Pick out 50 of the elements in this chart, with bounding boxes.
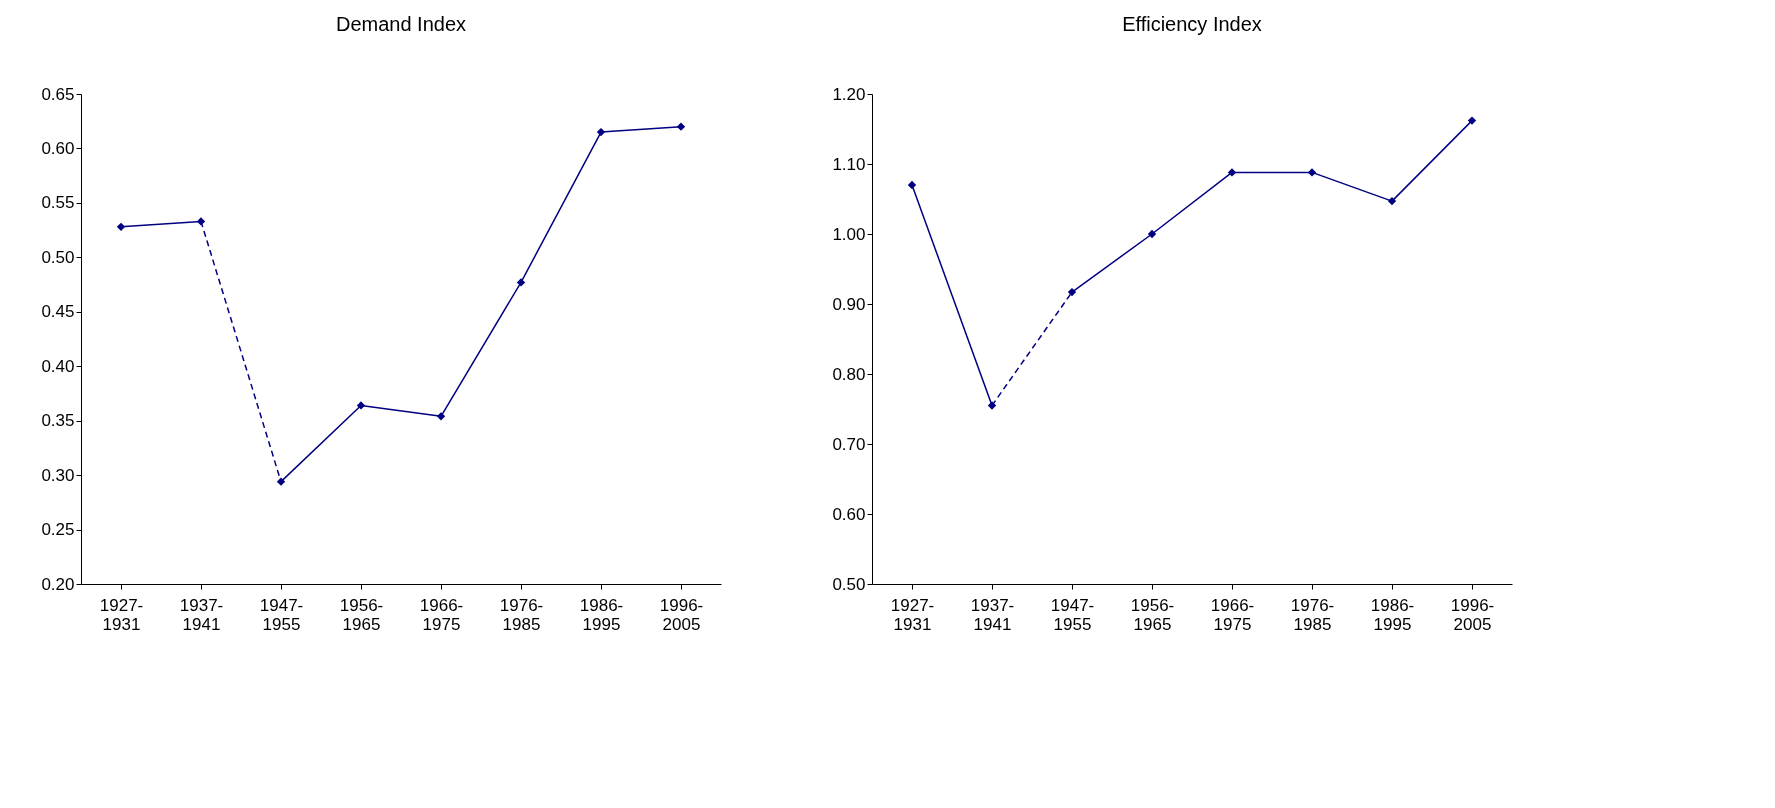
y-tick-label: 0.25 bbox=[41, 520, 75, 540]
x-tick-label: 1996- 2005 bbox=[659, 595, 704, 634]
x-tick-label: 1976- 1985 bbox=[1290, 595, 1335, 634]
point bbox=[1387, 196, 1397, 206]
y-tick-label: 0.30 bbox=[41, 465, 75, 485]
x-tick-label: 1927- 1931 bbox=[890, 595, 935, 634]
x-tick-label: 1966- 1975 bbox=[419, 595, 464, 634]
x-tick-label: 1956- 1965 bbox=[1130, 595, 1175, 634]
y-tick-label: 1.00 bbox=[832, 224, 866, 244]
x-tick-label: 1986- 1995 bbox=[1370, 595, 1415, 634]
y-tick-label: 0.60 bbox=[41, 138, 75, 158]
point bbox=[676, 122, 686, 131]
y-tick-label: 0.20 bbox=[41, 574, 75, 594]
point bbox=[1307, 168, 1317, 177]
x-tick-label: 1956- 1965 bbox=[339, 595, 384, 634]
x-tick-label: 1976- 1985 bbox=[499, 595, 544, 634]
y-tick-label: 0.60 bbox=[832, 504, 866, 524]
point bbox=[907, 180, 917, 190]
point bbox=[516, 278, 526, 287]
point bbox=[1467, 116, 1477, 125]
x-tick-label: 1927- 1931 bbox=[99, 595, 144, 634]
chart-title: Demand Index bbox=[335, 13, 467, 35]
y-tick-label: 0.65 bbox=[41, 84, 75, 104]
x-tick-label: 1937- 1941 bbox=[970, 595, 1015, 634]
x-tick-label: 1986- 1995 bbox=[579, 595, 624, 634]
y-tick-label: 0.45 bbox=[41, 302, 75, 322]
y-tick-label: 0.50 bbox=[41, 247, 75, 267]
x-tick-label: 1947- 1955 bbox=[259, 595, 304, 634]
y-tick-label: 0.55 bbox=[41, 193, 75, 213]
y-tick-label: 0.80 bbox=[832, 364, 866, 384]
y-tick-label: 0.40 bbox=[41, 356, 75, 376]
y-tick-label: 0.70 bbox=[832, 434, 866, 454]
x-tick-label: 1966- 1975 bbox=[1210, 595, 1255, 634]
y-tick-label: 1.10 bbox=[832, 154, 866, 174]
point bbox=[436, 412, 446, 421]
point bbox=[1067, 287, 1077, 297]
point bbox=[356, 401, 366, 410]
chart-title: Efficiency Index bbox=[1122, 13, 1262, 35]
y-tick-label: 1.20 bbox=[832, 84, 866, 104]
x-tick-label: 1937- 1941 bbox=[179, 595, 224, 634]
x-tick-label: 1996- 2005 bbox=[1450, 595, 1495, 634]
y-tick-label: 0.90 bbox=[832, 294, 866, 314]
y-tick-label: 0.35 bbox=[41, 411, 75, 431]
point bbox=[276, 477, 286, 486]
point bbox=[116, 222, 126, 232]
y-tick-label: 0.50 bbox=[832, 574, 866, 594]
point bbox=[1227, 168, 1237, 177]
point bbox=[1147, 229, 1157, 239]
point bbox=[596, 127, 606, 137]
x-tick-label: 1947- 1955 bbox=[1050, 595, 1095, 634]
